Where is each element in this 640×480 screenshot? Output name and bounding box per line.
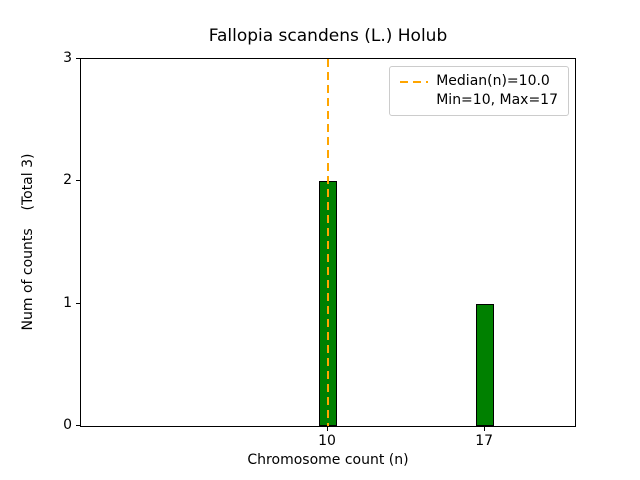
legend-label-minmax: Min=10, Max=17 xyxy=(436,92,558,108)
plot-area: Median(n)=10.0 Min=10, Max=17 xyxy=(80,58,576,427)
y-tick-mark xyxy=(76,180,80,182)
y-tick-mark xyxy=(76,302,80,304)
x-tick-mark xyxy=(327,427,328,431)
y-tick-label: 3 xyxy=(63,50,72,66)
x-axis-label: Chromosome count (n) xyxy=(247,452,409,468)
x-tick-mark xyxy=(484,427,486,431)
x-tick-label: 17 xyxy=(475,433,494,449)
y-tick-mark xyxy=(76,425,80,426)
legend-label-median: Median(n)=10.0 xyxy=(436,73,550,89)
y-tick-label: 2 xyxy=(63,172,72,189)
median-line-sample-icon xyxy=(400,80,429,83)
y-tick-mark xyxy=(76,58,80,59)
y-tick-label: 0 xyxy=(63,417,72,433)
chart-title: Fallopia scandens (L.) Holub xyxy=(208,26,448,46)
legend: Median(n)=10.0 Min=10, Max=17 xyxy=(389,66,569,116)
y-tick-label: 1 xyxy=(63,294,72,311)
median-line xyxy=(327,59,329,426)
y-axis-label: Num of counts (Total 3) xyxy=(20,153,36,331)
legend-entry-minmax: Min=10, Max=17 xyxy=(400,91,558,110)
bar-n-17 xyxy=(476,303,495,426)
legend-entry-median: Median(n)=10.0 xyxy=(400,72,558,91)
x-tick-label: 10 xyxy=(318,433,336,449)
